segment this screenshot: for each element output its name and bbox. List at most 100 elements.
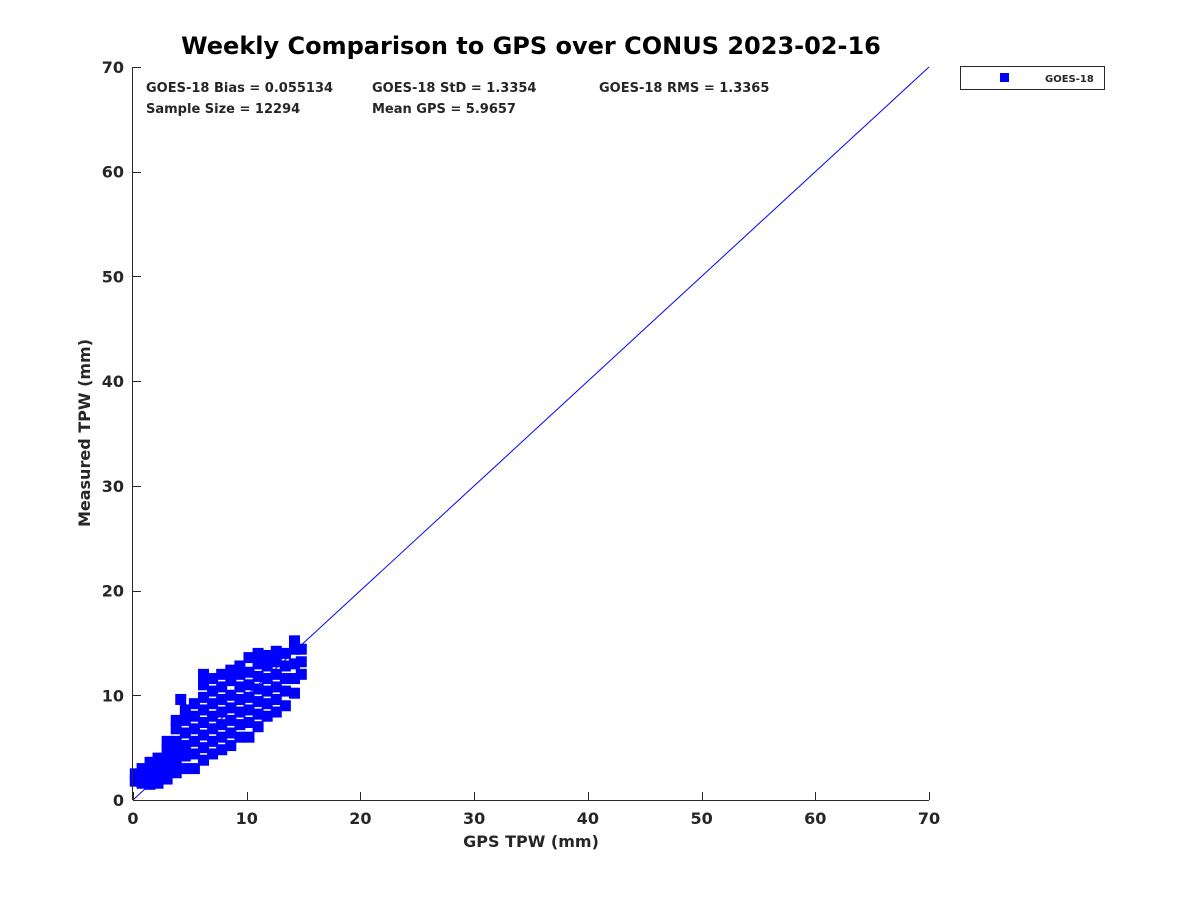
- axes: 0 10 20 30 40 50 60 70 0 10 20 30 40 50 60 70: [102, 58, 940, 828]
- data-point: [261, 660, 273, 672]
- data-point: [225, 675, 237, 687]
- data-point: [161, 735, 173, 747]
- data-point: [279, 647, 291, 659]
- data-point: [207, 710, 219, 722]
- data-point: [288, 635, 300, 647]
- data-point: [225, 689, 237, 701]
- data-point: [152, 777, 164, 789]
- data-point: [136, 763, 148, 775]
- data-point: [179, 740, 191, 752]
- data-point: [279, 660, 291, 672]
- data-point: [225, 740, 237, 752]
- data-point: [152, 769, 164, 781]
- stats-annotations: GOES-18 Bias = 0.055134 GOES-18 StD = 1.…: [146, 81, 769, 117]
- data-point: [270, 656, 282, 668]
- data-point: [225, 664, 237, 676]
- data-point: [216, 744, 228, 756]
- data-point: [207, 698, 219, 710]
- data-point: [216, 706, 228, 718]
- data-point: [270, 693, 282, 705]
- data-point: [170, 746, 182, 758]
- data-point: [243, 652, 255, 664]
- data-point: [161, 773, 173, 785]
- data-point: [243, 731, 255, 743]
- data-point: [207, 685, 219, 697]
- x-tick-label: 50: [690, 809, 712, 828]
- data-point: [179, 750, 191, 762]
- data-point: [188, 748, 200, 760]
- data-point: [188, 698, 200, 710]
- data-point: [207, 748, 219, 760]
- data-point: [207, 673, 219, 685]
- y-tick-label: 20: [102, 582, 124, 601]
- data-point: [225, 727, 237, 739]
- data-point: [234, 731, 246, 743]
- data-point: [216, 719, 228, 731]
- legend: GOES-18: [960, 66, 1105, 90]
- data-point: [188, 710, 200, 722]
- data-point: [279, 685, 291, 697]
- x-tick-label: 0: [127, 809, 138, 828]
- stat-rms: GOES-18 RMS = 1.3365: [599, 81, 769, 96]
- y-tick-label: 40: [102, 372, 124, 391]
- data-point: [234, 681, 246, 693]
- legend-entry-goes18: GOES-18: [1045, 74, 1094, 85]
- x-tick-label: 60: [804, 809, 826, 828]
- x-tick-label: 40: [577, 809, 599, 828]
- data-point: [216, 668, 228, 680]
- data-point: [243, 691, 255, 703]
- data-point: [288, 658, 300, 670]
- y-tick-label: 60: [102, 163, 124, 182]
- data-point: [261, 673, 273, 685]
- data-point: [129, 775, 141, 787]
- data-point: [252, 708, 264, 720]
- data-point: [288, 643, 300, 655]
- data-point: [198, 717, 210, 729]
- x-tick-label: 20: [349, 809, 371, 828]
- data-point: [161, 744, 173, 756]
- data-point: [188, 763, 200, 775]
- data-point: [295, 643, 307, 655]
- x-tick-label: 70: [918, 809, 940, 828]
- data-point: [270, 706, 282, 718]
- data-point: [252, 721, 264, 733]
- data-point: [243, 717, 255, 729]
- data-point: [188, 723, 200, 735]
- data-point: [198, 754, 210, 766]
- chart-title: Weekly Comparison to GPS over CONUS 2023…: [181, 32, 881, 60]
- y-tick-label: 0: [113, 791, 124, 810]
- data-point: [179, 714, 191, 726]
- data-point: [252, 658, 264, 670]
- data-point: [207, 723, 219, 735]
- data-point: [252, 670, 264, 682]
- data-point: [216, 693, 228, 705]
- y-axis-label: Measured TPW (mm): [75, 339, 94, 527]
- data-point: [288, 687, 300, 699]
- stat-std: GOES-18 StD = 1.3354: [372, 81, 536, 96]
- data-point: [136, 777, 148, 789]
- data-point: [198, 704, 210, 716]
- data-point: [234, 660, 246, 672]
- x-tick-label: 30: [463, 809, 485, 828]
- data-points: [129, 66, 930, 801]
- data-point: [136, 769, 148, 781]
- data-point: [288, 673, 300, 685]
- y-tick-label: 30: [102, 477, 124, 496]
- data-point: [252, 683, 264, 695]
- stat-sample-size: Sample Size = 12294: [146, 102, 300, 117]
- y-tick-label: 10: [102, 686, 124, 705]
- data-point: [234, 719, 246, 731]
- data-point: [243, 666, 255, 678]
- data-point: [270, 681, 282, 693]
- data-point: [225, 702, 237, 714]
- data-point: [170, 735, 182, 747]
- data-point: [198, 668, 210, 680]
- data-point: [179, 704, 191, 716]
- data-point: [270, 645, 282, 657]
- data-point: [279, 700, 291, 712]
- data-point: [234, 706, 246, 718]
- data-point: [234, 668, 246, 680]
- data-point: [295, 656, 307, 668]
